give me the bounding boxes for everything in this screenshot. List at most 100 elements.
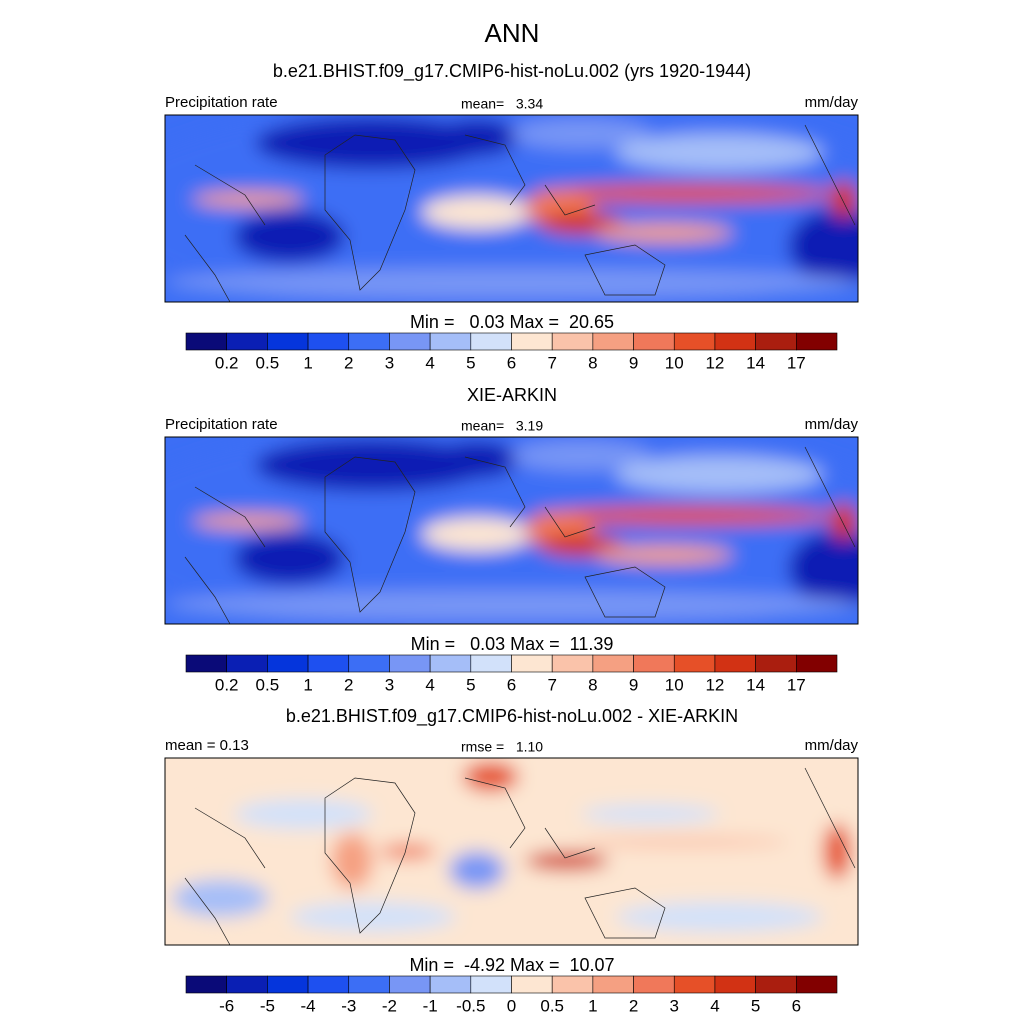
- colorbar-label: 4: [425, 353, 434, 372]
- right-label: mm/day: [805, 94, 859, 111]
- colorbar-box: [551, 975, 594, 994]
- min-max: Min = 0.03 Max = 11.39: [411, 634, 614, 654]
- colorbar-box: [429, 975, 472, 994]
- colorbar-label: 0.5: [256, 675, 280, 694]
- field-blob: [331, 832, 373, 889]
- field-blob: [171, 879, 269, 917]
- colorbar-box: [633, 332, 675, 351]
- colorbar-box: [185, 332, 227, 351]
- colorbar-box: [389, 332, 431, 351]
- min-max: Min = -4.92 Max = 10.07: [409, 955, 614, 975]
- map-frame: [164, 436, 859, 625]
- colorbar-label: 0.2: [215, 675, 239, 694]
- map-blobs: [165, 758, 858, 945]
- center-label: mean= 3.19: [461, 418, 543, 434]
- field-blob: [421, 195, 533, 230]
- field-blob: [462, 761, 519, 792]
- field-blob: [580, 836, 789, 848]
- right-label: mm/day: [805, 416, 859, 433]
- panel: XIE-ARKIN Precipitation rate mean= 3.19 mm/…: [164, 385, 859, 694]
- field-blob: [511, 118, 651, 149]
- field-blob: [435, 440, 519, 479]
- colorbar-label: 6: [507, 675, 516, 694]
- colorbar-box: [796, 654, 838, 673]
- colorbar-box: [673, 654, 716, 673]
- colorbar-label: 10: [665, 353, 684, 372]
- colorbar-label: 9: [629, 675, 638, 694]
- colorbar-box: [511, 332, 553, 351]
- colorbar-box: [470, 332, 512, 351]
- colorbar-box: [185, 975, 227, 994]
- colorbar-label: 1: [303, 675, 312, 694]
- colorbar-label: 0: [507, 996, 516, 1015]
- colorbar-box: [755, 332, 797, 351]
- right-label: mm/day: [805, 737, 859, 754]
- colorbar-box: [511, 654, 553, 673]
- field-blob: [830, 180, 858, 218]
- colorbar-label: 8: [588, 675, 597, 694]
- colorbar-box: [226, 654, 268, 673]
- map-blobs: [165, 437, 858, 624]
- colorbar-box: [633, 654, 675, 673]
- colorbar-box: [226, 975, 268, 994]
- colorbar-box: [389, 975, 431, 994]
- colorbar-box: [796, 332, 838, 351]
- field-blob: [788, 530, 858, 606]
- colorbar-box: [673, 332, 716, 351]
- colorbar-box: [714, 975, 756, 994]
- field-blob: [594, 545, 734, 565]
- panel-title: b.e21.BHIST.f09_g17.CMIP6-hist-noLu.002 …: [273, 61, 751, 82]
- field-blob: [580, 804, 720, 824]
- colorbar-box: [470, 654, 512, 673]
- colorbar-label: -4: [301, 996, 316, 1015]
- colorbar-label: 0.2: [215, 353, 239, 372]
- colorbar-label: 3: [385, 353, 394, 372]
- colorbar-box: [226, 332, 268, 351]
- field-blob: [615, 133, 824, 172]
- panel-title: XIE-ARKIN: [467, 385, 557, 405]
- colorbar-box: [714, 654, 756, 673]
- colorbar-label: 4: [710, 996, 719, 1015]
- colorbar-label: 5: [466, 353, 475, 372]
- field-blob: [255, 438, 491, 492]
- coastline: [184, 124, 856, 302]
- field-blob: [532, 184, 838, 203]
- field-blob: [823, 823, 852, 880]
- colorbar-box: [185, 654, 227, 673]
- colorbar-label: -3: [341, 996, 356, 1015]
- map-frame: [164, 114, 859, 303]
- field-blob: [165, 590, 858, 621]
- map-blobs: [165, 115, 858, 302]
- field-blob: [449, 851, 505, 889]
- field-blob: [615, 901, 824, 932]
- colorbar-box: [307, 975, 350, 994]
- colorbar-label: 5: [466, 675, 475, 694]
- colorbar-label: 2: [344, 353, 353, 372]
- colorbar-box: [348, 654, 390, 673]
- field-blob: [379, 844, 436, 859]
- colorbar-box: [551, 654, 594, 673]
- colorbar-label: -2: [382, 996, 397, 1015]
- colorbar-box: [348, 332, 390, 351]
- colorbar-label: -1: [423, 996, 438, 1015]
- field-blob: [615, 455, 824, 494]
- colorbar-box: [348, 975, 390, 994]
- field-blob: [435, 118, 519, 157]
- colorbar-label: -6: [219, 996, 234, 1015]
- colorbar-box: [511, 975, 553, 994]
- field-blob: [532, 506, 838, 525]
- colorbar-label: 10: [665, 675, 684, 694]
- field-blob: [525, 851, 609, 871]
- colorbar-label: 9: [629, 353, 638, 372]
- colorbar-box: [796, 975, 838, 994]
- colorbar-box: [389, 654, 431, 673]
- field-blob: [788, 208, 858, 284]
- colorbar-box: [755, 975, 797, 994]
- map-frame: [164, 757, 859, 946]
- colorbar-label: 3: [385, 675, 394, 694]
- colorbar-label: 3: [670, 996, 679, 1015]
- field-blob: [234, 532, 346, 585]
- colorbar-label: -5: [260, 996, 275, 1015]
- colorbar-box: [673, 975, 716, 994]
- colorbar-box: [551, 332, 594, 351]
